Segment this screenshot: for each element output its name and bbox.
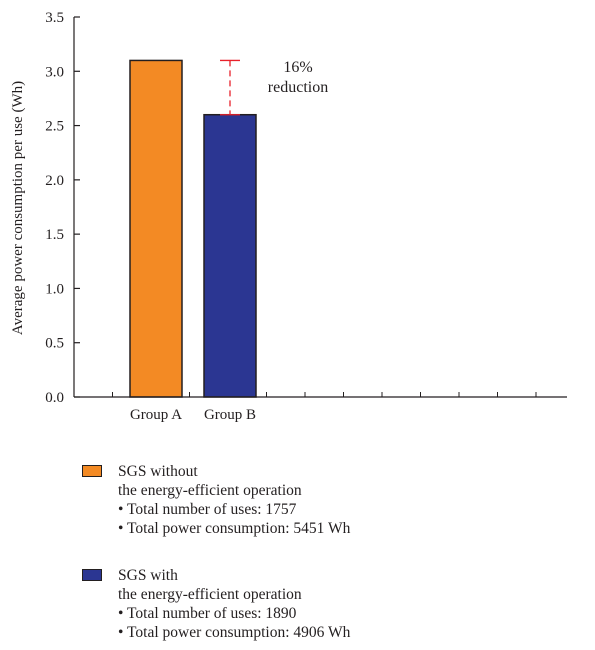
legend-subtitle: the energy-efficient operation [118, 482, 302, 499]
legend-title: SGS without [118, 463, 198, 480]
x-tick-label: Group A [130, 407, 182, 423]
y-tick-label: 3.0 [45, 64, 64, 80]
legend-subtitle: the energy-efficient operation [118, 586, 302, 603]
y-axis-title: Average power consumption per use (Wh) [10, 81, 26, 335]
y-tick-label: 1.5 [45, 227, 64, 243]
bar-group-b [203, 113, 257, 398]
legend-swatch-blue [82, 569, 102, 581]
legend-bullet-power: • Total power consumption: 4906 Wh [118, 624, 351, 641]
y-tick-label: 0.5 [45, 336, 64, 352]
bar-group-a [129, 59, 183, 398]
y-tick-label: 2.0 [45, 173, 64, 189]
bar-chart: 0.00.51.01.52.02.53.03.5 Group A Group B … [10, 10, 567, 423]
reduction-text-label: reduction [268, 79, 328, 96]
legend-bullet-power: • Total power consumption: 5451 Wh [118, 520, 351, 537]
y-tick-label: 1.0 [45, 281, 64, 297]
y-tick-label: 0.0 [45, 390, 64, 406]
legend-bullet-uses: • Total number of uses: 1757 [118, 501, 297, 518]
y-tick-label: 3.5 [45, 10, 64, 26]
reduction-percent-label: 16% [283, 59, 312, 76]
x-tick-label: Group B [204, 407, 256, 423]
y-tick-label: 2.5 [45, 119, 64, 135]
legend-title: SGS with [118, 567, 178, 584]
legend-swatch-orange [82, 465, 102, 477]
legend-bullet-uses: • Total number of uses: 1890 [118, 605, 297, 622]
